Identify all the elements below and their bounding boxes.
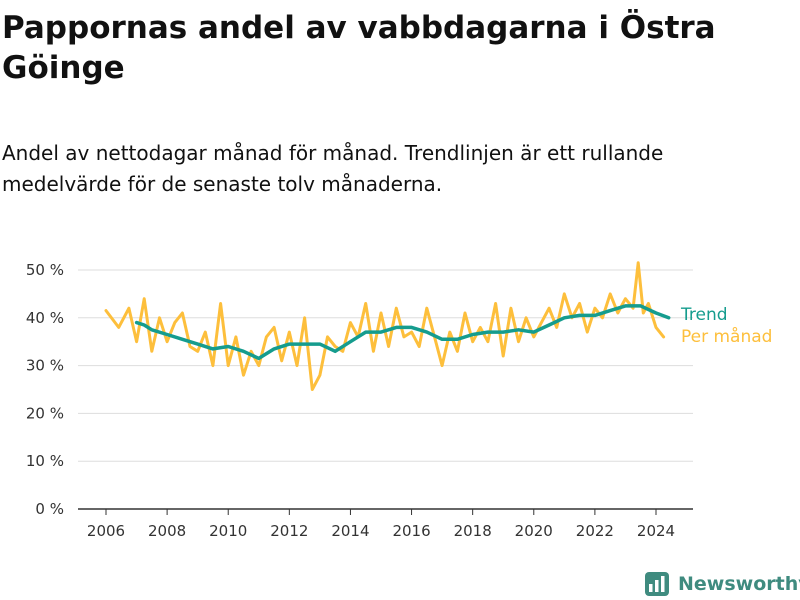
chart-subtitle: Andel av nettodagar månad för månad. Tre… bbox=[2, 141, 664, 196]
x-tick-label: 2008 bbox=[148, 522, 186, 540]
y-axis-tick-labels: 0 % 10 % 20 % 30 % 40 % 50 % bbox=[26, 261, 64, 518]
trend-series-line bbox=[134, 304, 671, 361]
x-tick-label: 2022 bbox=[576, 522, 614, 540]
newsworthy-brand: Newsworthy bbox=[644, 570, 800, 598]
legend-label-trend: Trend bbox=[680, 305, 728, 325]
x-tick-label: 2016 bbox=[392, 522, 430, 540]
y-tick-label: 40 % bbox=[26, 309, 64, 327]
y-tick-label: 0 % bbox=[35, 500, 64, 518]
series-lines bbox=[104, 261, 671, 391]
gridlines bbox=[78, 269, 693, 462]
x-tick-label: 2018 bbox=[454, 522, 492, 540]
y-tick-label: 10 % bbox=[26, 452, 64, 470]
chart-title: Pappornas andel av vabbdagarna i Östra G… bbox=[2, 10, 716, 86]
x-tick-label: 2020 bbox=[515, 522, 553, 540]
y-tick-label: 30 % bbox=[26, 357, 64, 375]
x-tick-label: 2024 bbox=[637, 522, 675, 540]
legend-label-monthly: Per månad bbox=[681, 326, 772, 347]
x-tick-label: 2010 bbox=[209, 522, 247, 540]
y-tick-label: 20 % bbox=[26, 404, 64, 422]
newsworthy-logo-icon bbox=[645, 572, 669, 596]
monthly-series-line bbox=[104, 261, 666, 391]
x-tick-label: 2012 bbox=[270, 522, 308, 540]
brand-name: Newsworthy bbox=[678, 573, 800, 595]
x-tick-label: 2014 bbox=[331, 522, 369, 540]
y-tick-label: 50 % bbox=[26, 261, 64, 279]
x-axis: 2006 2008 2010 2012 2014 2016 2018 2020 2022 2024 bbox=[78, 508, 693, 540]
x-tick-label: 2006 bbox=[87, 522, 125, 540]
